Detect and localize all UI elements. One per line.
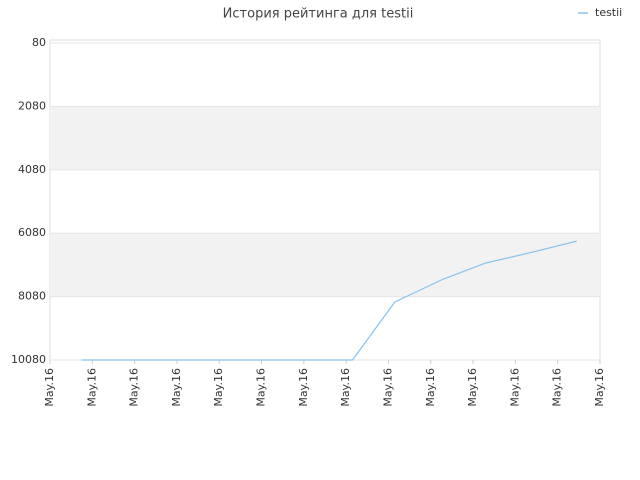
x-tick-label: May.16 xyxy=(170,368,183,407)
y-tick-label: 6080 xyxy=(18,226,46,239)
y-tick-label: 80 xyxy=(32,36,46,49)
y-tick-label: 4080 xyxy=(18,163,46,176)
x-tick-label: May.16 xyxy=(297,368,310,407)
x-tick-label: May.16 xyxy=(255,368,268,407)
chart-title: История рейтинга для testii xyxy=(223,7,414,22)
y-tick-label: 2080 xyxy=(18,99,46,112)
grid-band xyxy=(50,233,600,297)
x-tick-label: May.16 xyxy=(212,368,225,407)
y-tick-label: 8080 xyxy=(18,290,46,303)
x-tick-label: May.16 xyxy=(593,368,606,407)
x-tick-label: May.16 xyxy=(381,368,394,407)
plot-area xyxy=(49,39,601,361)
x-tick-label: May.16 xyxy=(128,368,141,407)
x-tick-label: May.16 xyxy=(43,368,56,407)
grid-band xyxy=(50,106,600,170)
x-tick-label: May.16 xyxy=(424,368,437,407)
legend-label: testii xyxy=(595,6,622,19)
y-tick-label: 10080 xyxy=(11,353,46,366)
x-tick-label: May.16 xyxy=(339,368,352,407)
x-tick-label: May.16 xyxy=(466,368,479,407)
series-line xyxy=(81,240,577,361)
x-tick-label: May.16 xyxy=(85,368,98,407)
x-tick-label: May.16 xyxy=(551,368,564,407)
x-tick-label: May.16 xyxy=(508,368,521,407)
